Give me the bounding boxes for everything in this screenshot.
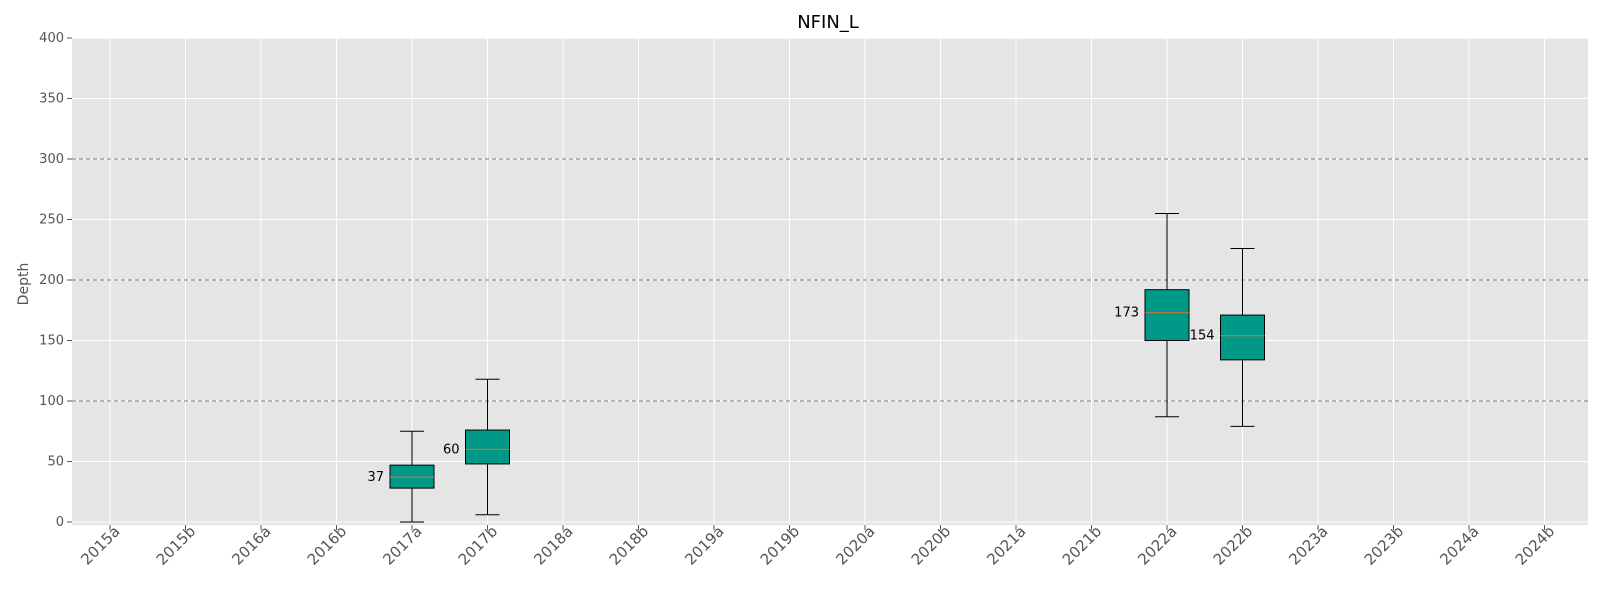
x-tick-label: 2016b: [304, 522, 350, 568]
y-tick-label: 0: [56, 515, 64, 530]
x-tick-label: 2016a: [228, 522, 274, 568]
box-layer: 37 60 173 154: [367, 212, 1265, 523]
x-tick-label: 2021b: [1059, 522, 1105, 568]
y-tick-label: 150: [39, 334, 64, 349]
x-tick-label: 2018b: [606, 522, 652, 568]
y-tick-label: 350: [39, 92, 64, 107]
median-label: 37: [367, 470, 384, 485]
x-tick-label: 2022b: [1210, 522, 1256, 568]
x-tick-label: 2015a: [77, 522, 123, 568]
y-tick-label: 400: [39, 31, 64, 46]
x-tick-label: 2023b: [1361, 522, 1407, 568]
x-axis: 2015a 2015b 2016a 2016b 2017a 2017b 2018a 2018b…: [77, 522, 1558, 568]
x-tick-label: 2015b: [153, 522, 199, 568]
x-tick-label: 2017a: [379, 522, 425, 568]
x-tick-label: 2020b: [908, 522, 954, 568]
median-label: 154: [1190, 329, 1215, 344]
x-tick-label: 2022a: [1134, 522, 1180, 568]
chart-title: NFIN_L: [797, 12, 859, 33]
y-tick-label: 100: [39, 394, 64, 409]
median-label: 173: [1114, 306, 1139, 321]
x-tick-label: 2019b: [757, 522, 803, 568]
box-2017a: [389, 464, 435, 489]
plot-background: [72, 38, 1588, 525]
x-tick-label: 2024b: [1512, 522, 1558, 568]
y-axis-label: Depth: [16, 263, 32, 306]
box-2017b: [465, 429, 510, 465]
reference-lines: [72, 158, 1588, 402]
median-label: 60: [443, 442, 460, 457]
y-tick-label: 250: [39, 213, 64, 228]
x-tick-label: 2020a: [832, 522, 878, 568]
y-tick-label: 50: [47, 455, 64, 470]
x-tick-label: 2019a: [681, 522, 727, 568]
box-2022a: [1144, 289, 1190, 341]
x-tick-label: 2018a: [530, 522, 576, 568]
box-2022b: [1220, 314, 1265, 361]
x-tick-label: 2017b: [455, 522, 501, 568]
x-tick-label: 2023a: [1285, 522, 1331, 568]
y-axis: 0 50 100 150 200 250 300 350 400: [39, 31, 72, 530]
x-tick-label: 2024a: [1436, 522, 1482, 568]
y-tick-label: 200: [39, 273, 64, 288]
x-tick-label: 2021a: [983, 522, 1029, 568]
y-tick-label: 300: [39, 152, 64, 167]
